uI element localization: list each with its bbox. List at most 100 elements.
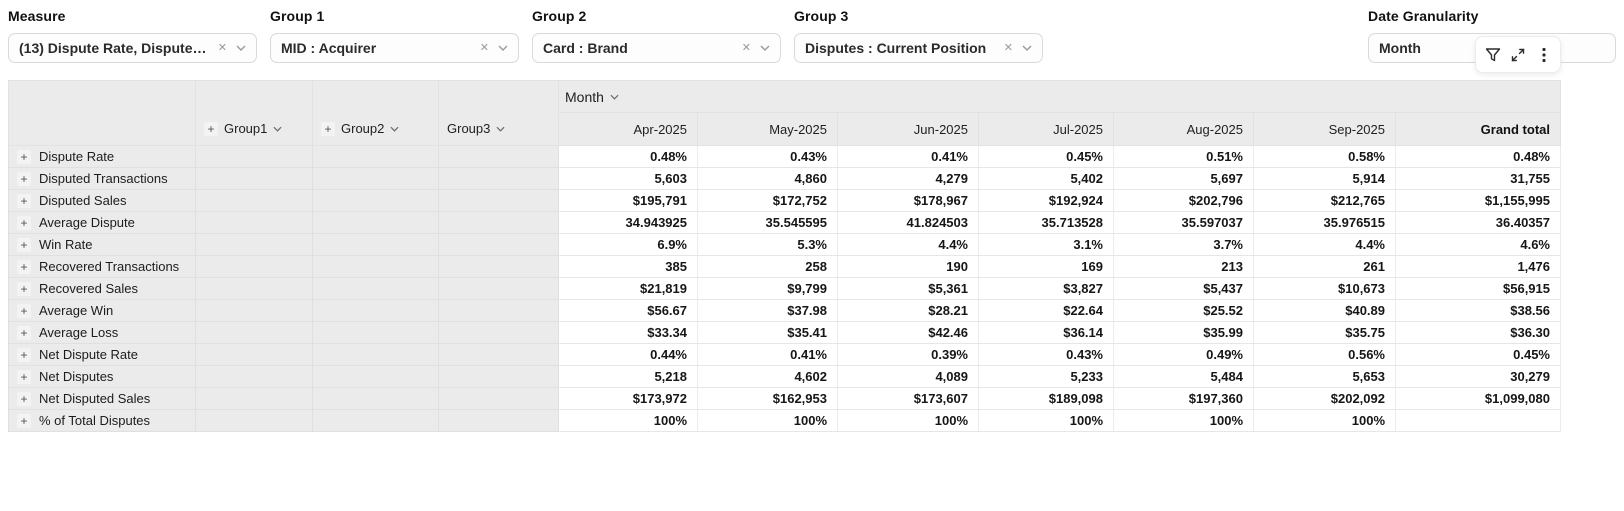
clear-icon[interactable]: ✕	[1003, 41, 1013, 54]
cell-value: 0.39%	[837, 343, 979, 366]
expand-row-button[interactable]: +	[17, 171, 31, 186]
cell-value: 35.976515	[1253, 211, 1396, 234]
row-label: Net Disputed Sales	[39, 391, 151, 406]
group2-value: Card : Brand	[543, 40, 628, 56]
cell-value: 100%	[697, 409, 838, 432]
expand-icon[interactable]	[1509, 46, 1527, 64]
filter-group1: Group 1 MID : Acquirer ✕	[270, 8, 519, 63]
column-header-month: May-2025	[697, 112, 838, 146]
cell-value: $40.89	[1253, 299, 1396, 322]
group1-empty-cell	[195, 277, 313, 300]
cell-value: 0.56%	[1253, 343, 1396, 366]
filter-measure: Measure (13) Dispute Rate, Disputed ... …	[8, 8, 257, 63]
group2-empty-cell	[312, 299, 439, 322]
expand-row-button[interactable]: +	[17, 325, 31, 340]
chevron-down-icon[interactable]	[498, 45, 508, 51]
chevron-down-icon[interactable]	[390, 126, 399, 132]
column-header-group1: + Group1	[195, 80, 313, 146]
filter-group3: Group 3 Disputes : Current Position ✕	[794, 8, 1043, 63]
column-header-month: Aug-2025	[1113, 112, 1254, 146]
cell-value: 5,697	[1113, 167, 1254, 190]
cell-value: 0.49%	[1113, 343, 1254, 366]
cell-value: $173,607	[837, 387, 979, 410]
filter-icon[interactable]	[1484, 46, 1502, 64]
group3-select[interactable]: Disputes : Current Position ✕	[794, 33, 1043, 63]
expand-row-button[interactable]: +	[17, 259, 31, 274]
group3-empty-cell	[438, 299, 559, 322]
cell-value: $35.41	[697, 321, 838, 344]
group2-select[interactable]: Card : Brand ✕	[532, 33, 781, 63]
month-dimension-header[interactable]: Month	[558, 80, 1561, 113]
cell-value: 0.41%	[697, 343, 838, 366]
cell-value: 0.51%	[1113, 145, 1254, 168]
group1-empty-cell	[195, 299, 313, 322]
group3-empty-cell	[438, 365, 559, 388]
clear-icon[interactable]: ✕	[741, 41, 751, 54]
group1-label: Group 1	[270, 8, 325, 24]
table-row: + Recovered Transactions 385 258 190 169…	[8, 255, 1561, 278]
group1-empty-cell	[195, 409, 313, 432]
expand-row-button[interactable]: +	[17, 413, 31, 428]
expand-group1-button[interactable]: +	[204, 121, 218, 136]
expand-row-button[interactable]: +	[17, 303, 31, 318]
cell-value: $9,799	[697, 277, 838, 300]
more-menu-icon[interactable]	[1535, 46, 1553, 64]
group3-label: Group 3	[794, 8, 849, 24]
chevron-down-icon[interactable]	[236, 45, 246, 51]
cell-value: $25.52	[1113, 299, 1254, 322]
group1-empty-cell	[195, 167, 313, 190]
expand-row-button[interactable]: +	[17, 149, 31, 164]
table-row: + % of Total Disputes 100% 100% 100% 100…	[8, 409, 1561, 432]
cell-value: 100%	[978, 409, 1114, 432]
grand-total-value	[1395, 409, 1561, 432]
row-label: Recovered Sales	[39, 281, 138, 296]
expand-row-button[interactable]: +	[17, 369, 31, 384]
cell-value: 0.43%	[697, 145, 838, 168]
expand-row-button[interactable]: +	[17, 281, 31, 296]
cell-value: 0.48%	[558, 145, 698, 168]
expand-row-button[interactable]: +	[17, 347, 31, 362]
group1-empty-cell	[195, 211, 313, 234]
cell-value: 4,089	[837, 365, 979, 388]
chevron-down-icon[interactable]	[760, 45, 770, 51]
row-label-cell: + Win Rate	[8, 233, 196, 256]
chevron-down-icon[interactable]	[1022, 45, 1032, 51]
group1-select[interactable]: MID : Acquirer ✕	[270, 33, 519, 63]
expand-group2-button[interactable]: +	[321, 121, 335, 136]
table-row: + Average Dispute 34.943925 35.545595 41…	[8, 211, 1561, 234]
measure-label: Measure	[8, 8, 66, 24]
expand-row-button[interactable]: +	[17, 193, 31, 208]
expand-row-button[interactable]: +	[17, 215, 31, 230]
group1-empty-cell	[195, 387, 313, 410]
cell-value: 100%	[1113, 409, 1254, 432]
cell-value: 100%	[837, 409, 979, 432]
date-granularity-label: Date Granularity	[1368, 8, 1479, 24]
chevron-down-icon[interactable]	[496, 126, 505, 132]
group3-empty-cell	[438, 233, 559, 256]
clear-icon[interactable]: ✕	[217, 41, 227, 54]
chevron-down-icon[interactable]	[273, 126, 282, 132]
group2-empty-cell	[312, 387, 439, 410]
row-label-cell: + Disputed Transactions	[8, 167, 196, 190]
cell-value: $37.98	[697, 299, 838, 322]
row-label-cell: + Average Dispute	[8, 211, 196, 234]
cell-value: 4,279	[837, 167, 979, 190]
group2-empty-cell	[312, 255, 439, 278]
chevron-down-icon[interactable]	[610, 94, 619, 100]
grand-total-value: 0.48%	[1395, 145, 1561, 168]
group1-empty-cell	[195, 145, 313, 168]
expand-row-button[interactable]: +	[17, 391, 31, 406]
table-row: + Average Win $56.67 $37.98 $28.21 $22.6…	[8, 299, 1561, 322]
clear-icon[interactable]: ✕	[479, 41, 489, 54]
cell-value: 35.713528	[978, 211, 1114, 234]
month-header-label: Month	[565, 88, 604, 105]
expand-row-button[interactable]: +	[17, 237, 31, 252]
grand-total-value: $38.56	[1395, 299, 1561, 322]
row-label-cell: + Net Dispute Rate	[8, 343, 196, 366]
cell-value: 4.4%	[1253, 233, 1396, 256]
measure-select[interactable]: (13) Dispute Rate, Disputed ... ✕	[8, 33, 257, 63]
group2-header-label: Group2	[341, 121, 385, 136]
group3-empty-cell	[438, 211, 559, 234]
grand-total-value: 31,755	[1395, 167, 1561, 190]
cell-value: 5,484	[1113, 365, 1254, 388]
